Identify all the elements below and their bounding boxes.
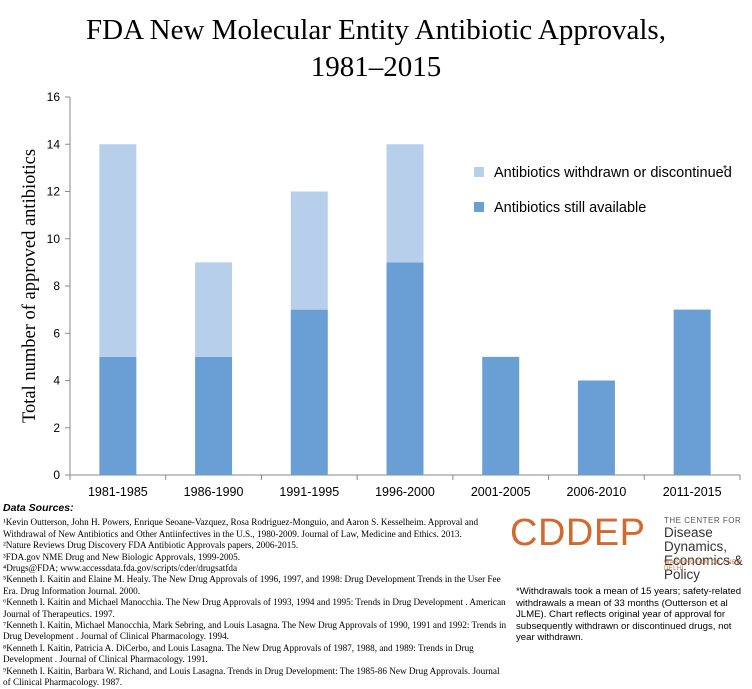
x-tick-label: 1996-2000 [375,485,435,499]
bar-chart: 0 2 4 6 8 10 12 14 16 Total number of approved an… [20,90,741,499]
source-item: ³FDA.gov NME Drug and New Biologic Appro… [3,551,241,562]
bar-still-available [290,309,328,475]
bar-withdrawn [195,262,233,357]
legend-marker-asterisk: * [723,164,727,175]
y-tick-label: 8 [53,279,60,293]
x-tick-label: 2001-2005 [471,485,531,499]
source-item: ⁴Drugs@FDA; www.accessdata.fda.gov/scrip… [3,563,238,574]
data-sources-header: Data Sources: [3,502,74,514]
x-tick-label: 1986-1990 [184,485,244,499]
logo-line2: Disease Dynamics, Economics & Policy [664,525,743,582]
x-tick-label: 2011-2015 [663,485,722,499]
bar-still-available [577,380,615,475]
logo-line3: WASHINGTON DC • NEW DELHI [664,560,743,572]
legend-swatch-still-available [474,202,484,212]
y-tick-label: 2 [53,421,60,435]
legend-label-still-available: Antibiotics still available [494,200,646,216]
y-tick-label: 0 [53,468,60,482]
bar-withdrawn [290,191,328,310]
logo-line1: THE CENTER FOR [664,516,742,525]
withdrawal-footnote: *Withdrawals took a mean of 15 years; sa… [516,586,742,644]
source-item: ⁶Kenneth I. Kaitin and Michael Manocchia… [3,597,506,619]
source-item: ²Nature Reviews Drug Discovery FDA Antib… [3,540,299,551]
source-item: ⁷Kenneth I. Kaitin, Michael Manocchia, M… [3,620,507,642]
y-axis-label: Total number of approved antibiotics [20,149,40,423]
y-tick-label: 6 [53,326,60,340]
y-tick-label: 14 [47,137,61,151]
bar-still-available [673,309,711,475]
source-item: ⁹Kenneth I. Kaitin, Barbara W. Richand, … [3,665,500,688]
y-tick-label: 4 [53,374,60,388]
chart-title: FDA New Molecular Entity Antibiotic Appr… [0,12,752,86]
legend-swatch-withdrawn [474,167,484,177]
chart-title-line1: FDA New Molecular Entity Antibiotic Appr… [86,14,666,46]
bar-still-available [386,262,424,475]
bar-withdrawn [99,144,137,357]
chart-title-line2: 1981–2015 [310,51,442,83]
x-tick-label: 2006-2010 [567,485,627,499]
cddep-logo: CDDEP THE CENTER FOR Disease Dynamics, E… [510,512,750,582]
logo-brand: CDDEP [510,512,646,554]
bar-withdrawn [386,144,424,263]
y-tick-label: 10 [47,232,61,246]
bar-still-available [195,356,233,475]
x-tick-label: 1981-1985 [88,485,148,499]
x-tick-label: 1991-1995 [279,485,339,499]
source-item: ¹Kevin Outterson, John H. Powers, Enriqu… [3,517,479,539]
source-item: ⁸Kenneth I. Kaitin, Patricia A. DiCerbo,… [3,642,474,665]
bar-still-available [99,356,137,475]
legend-label-withdrawn: Antibiotics withdrawn or discontinued [494,165,732,181]
source-item: ⁵Kenneth I. Kaitin and Elaine M. Healy. … [3,574,501,596]
y-tick-label: 16 [47,90,61,104]
bar-still-available [482,356,520,475]
y-tick-label: 12 [47,185,61,199]
